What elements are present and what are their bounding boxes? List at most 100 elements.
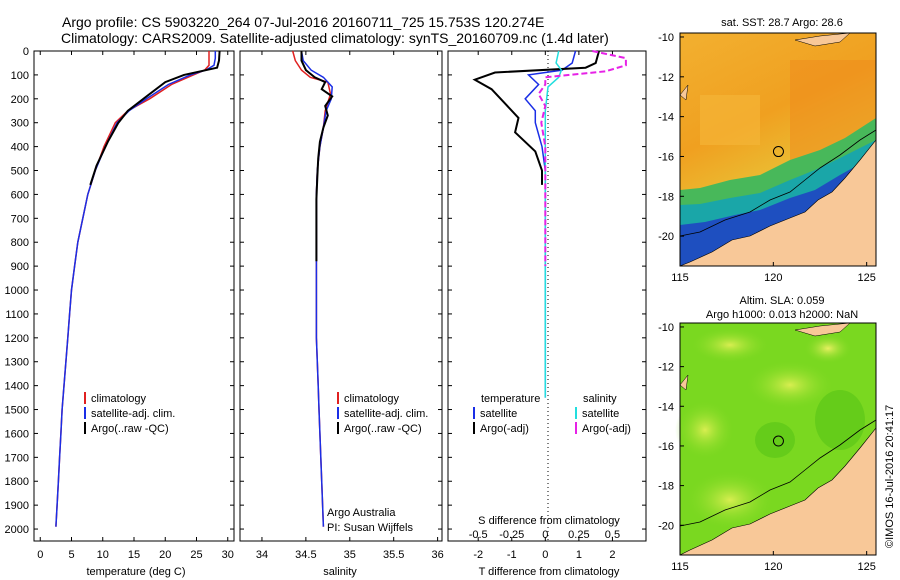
x-tick-label: 0 [37, 549, 43, 561]
x-tick-label: 15 [128, 549, 140, 561]
legend-label-argo: Argo(..raw -QC) [344, 423, 422, 435]
depth-ticks [34, 50, 646, 530]
sla-high-patch [690, 327, 770, 363]
depth-tick-label: 1700 [5, 452, 29, 464]
sst-island-west [679, 84, 689, 101]
series-line-argo-raw-qc- [300, 51, 334, 262]
map-y-tick-label: -14 [658, 401, 674, 413]
map-y-tick-label: -12 [658, 362, 674, 374]
legend-label-s-argo: Argo(-adj) [582, 423, 631, 435]
depth-axis: 0 100 200 300 400 500 600 700 800 900 1000 1100 1200… [5, 46, 29, 536]
x-tick-label: 0.25 [568, 529, 589, 541]
sla-high-patch [745, 360, 835, 410]
series-line-climatology [55, 51, 210, 527]
depth-tick-label: 1900 [5, 500, 29, 512]
depth-tick-label: 1000 [5, 285, 29, 297]
series-line-satellite-adj-clim- [300, 50, 333, 527]
depth-tick-label: 0 [23, 46, 29, 58]
series-line-temperature-argo-adj- [472, 50, 600, 185]
series-line-salinity-argo-adj- [537, 50, 627, 267]
depth-tick-label: 1400 [5, 381, 29, 393]
map-y-tick-label: -20 [658, 231, 674, 243]
sst-land [679, 139, 877, 267]
difference-x-label: T difference from climatology [479, 566, 620, 578]
x-tick-label: 35.5 [383, 549, 404, 561]
salinity-series [291, 50, 334, 527]
map-x-tick-label: 115 [671, 561, 689, 573]
sla-map-x-axis: 115 120 125 [671, 551, 876, 573]
sla-isobath [679, 419, 877, 527]
x-tick-label: 2 [609, 549, 615, 561]
map-y-tick-label: -12 [658, 72, 674, 84]
x-tick-label: 30 [222, 549, 234, 561]
map-y-tick-label: -14 [658, 112, 674, 124]
temperature-x-label: temperature (deg C) [86, 566, 185, 578]
salinity-x-label: salinity [323, 566, 357, 578]
map-y-tick-label: -10 [658, 322, 674, 334]
legend-label-climatology: climatology [344, 393, 400, 405]
depth-tick-label: 500 [11, 166, 29, 178]
legend-label-climatology: climatology [91, 393, 147, 405]
sla-island-north [794, 322, 851, 337]
map-x-tick-label: 120 [764, 272, 782, 284]
sla-low-patch [815, 390, 865, 450]
x-tick-label: 0 [542, 529, 548, 541]
depth-tick-label: 700 [11, 213, 29, 225]
x-tick-label: 34 [256, 549, 268, 561]
salinity-legend: climatology satellite-adj. clim. Argo(..… [337, 392, 428, 435]
depth-tick-label: 100 [11, 70, 29, 82]
depth-tick-label: 1100 [5, 309, 29, 321]
depth-tick-label: 1800 [5, 476, 29, 488]
depth-tick-label: 1600 [5, 428, 29, 440]
x-tick-label: 25 [190, 549, 202, 561]
series-line-satellite-adj-clim- [55, 51, 217, 527]
sst-map [679, 32, 877, 267]
difference-s-axis: -0.5 -0.25 0 0.25 0.5 [469, 529, 620, 541]
sst-mid-patch [700, 95, 760, 145]
depth-tick-label: 2000 [5, 524, 29, 536]
sst-argo-location-marker [772, 146, 784, 158]
difference-panel-frame [447, 50, 647, 542]
x-tick-label: 35 [344, 549, 356, 561]
x-tick-label: 10 [97, 549, 109, 561]
x-tick-label: 36 [431, 549, 443, 561]
depth-tick-label: 200 [11, 94, 29, 106]
x-tick-label: -2 [473, 549, 483, 561]
series-line-argo-raw-qc- [89, 50, 221, 186]
depth-tick-label: 1300 [5, 357, 29, 369]
depth-tick-label: 1200 [5, 333, 29, 345]
sst-isobath [679, 129, 877, 237]
sla-map [675, 322, 877, 556]
difference-x2-label: S difference from climatology [478, 515, 620, 527]
depth-tick-label: 1500 [5, 405, 29, 417]
sst-island-north [794, 32, 851, 47]
header-line1: Argo profile: CS 5903220_264 07-Jul-2016… [62, 14, 544, 30]
sla-high-patch [800, 333, 870, 377]
x-tick-label: 1 [576, 549, 582, 561]
pi-name-text: PI: Susan Wijffels [327, 522, 413, 534]
x-tick-label: 5 [68, 549, 74, 561]
map-y-tick-label: -18 [658, 481, 674, 493]
sla-map-title-line1: Altim. SLA: 0.059 [740, 295, 825, 307]
depth-tick-label: 900 [11, 261, 29, 273]
salinity-x-axis: 34 34.5 35 35.5 36 [256, 51, 444, 561]
sst-map-y-axis: -10 -12 -14 -16 -18 -20 [658, 32, 684, 243]
sla-map-y-axis: -10 -12 -14 -16 -18 -20 [658, 322, 684, 532]
legend-title-salinity: salinity [583, 393, 617, 405]
argo-australia-text: Argo Australia [327, 507, 396, 519]
map-x-tick-label: 125 [857, 272, 875, 284]
depth-tick-label: 600 [11, 189, 29, 201]
series-line-salinity-satellite [544, 50, 563, 398]
legend-label-satellite: satellite-adj. clim. [344, 408, 428, 420]
x-tick-label: -0.25 [499, 529, 524, 541]
x-tick-label: 0.5 [605, 529, 620, 541]
temperature-legend: climatology satellite-adj. clim. Argo(..… [84, 392, 175, 435]
depth-tick-label: 300 [11, 118, 29, 130]
imos-credit: ©IMOS 16-Jul-2016 20:41:17 [884, 405, 896, 548]
legend-title-temperature: temperature [481, 393, 540, 405]
map-y-tick-label: -18 [658, 191, 674, 203]
temperature-series [55, 50, 221, 527]
legend-label-satellite: satellite-adj. clim. [91, 408, 175, 420]
x-tick-label: 34.5 [295, 549, 316, 561]
